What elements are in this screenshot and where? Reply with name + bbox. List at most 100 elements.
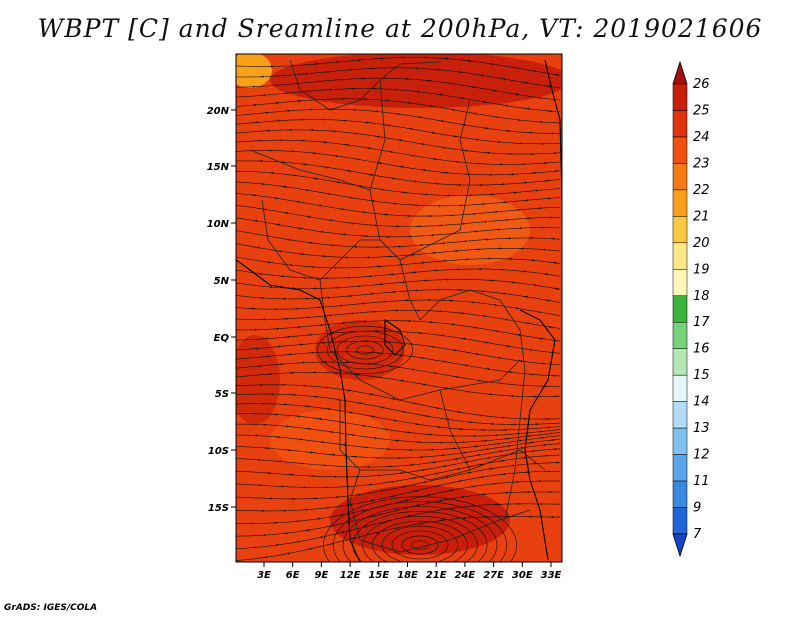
flow-arrow (284, 552, 291, 555)
flow-arrow (254, 246, 261, 249)
flow-arrow (294, 200, 301, 203)
streamline (236, 454, 561, 488)
flow-arrow (440, 360, 447, 363)
flow-arrow (524, 322, 531, 325)
flow-arrow (524, 107, 531, 110)
flow-arrow (434, 484, 441, 487)
streamlines (236, 56, 561, 562)
lon-label: 33E (541, 570, 562, 581)
streamline (236, 341, 561, 366)
flow-arrow (474, 454, 481, 457)
flow-arrow (349, 433, 356, 437)
streamline (236, 434, 561, 451)
flow-arrow (418, 142, 425, 146)
flow-arrow (372, 531, 379, 534)
flow-arrow (487, 62, 494, 65)
flow-arrow (480, 100, 487, 104)
flow-arrow (513, 93, 520, 96)
lat-label: 10N (207, 219, 230, 230)
flow-arrow (412, 489, 419, 493)
flow-arrow (306, 547, 313, 551)
flow-arrow (538, 436, 545, 439)
flow-arrow (522, 295, 529, 298)
colorbar-label: 17 (693, 315, 710, 330)
flow-arrow (371, 436, 378, 440)
flow-arrow (407, 127, 414, 131)
lat-label: 15N (207, 162, 230, 173)
flow-arrow (449, 108, 456, 111)
colorbar-swatch (672, 480, 688, 508)
map-title: WBPT [C] and Sreamline at 200hPa, VT: 20… (37, 14, 763, 43)
streamline (236, 393, 561, 425)
flow-arrow (378, 188, 385, 191)
flow-arrow (429, 345, 436, 348)
flow-arrow (385, 124, 392, 127)
colorbar-label: 21 (693, 209, 710, 224)
flow-arrow (422, 414, 429, 418)
coastline (236, 59, 562, 562)
flow-arrow (394, 112, 401, 116)
flow-arrow (376, 161, 383, 165)
colorbar-swatch (672, 401, 688, 429)
flow-arrow (345, 389, 352, 392)
streamline (236, 77, 561, 101)
flow-arrow (487, 467, 494, 470)
flow-arrow (360, 424, 367, 427)
flow-arrow (475, 379, 482, 382)
flow-arrow (295, 540, 302, 543)
country-borders (249, 59, 546, 553)
flow-arrow (327, 430, 334, 433)
flow-arrow (312, 177, 319, 180)
flow-arrow (515, 333, 522, 337)
flow-arrow (315, 517, 322, 520)
streamline (236, 57, 561, 76)
colorbar-swatch (672, 83, 688, 111)
plot-frame (235, 53, 563, 563)
flow-arrow (304, 529, 311, 532)
flow-arrow (431, 157, 438, 161)
flow-arrow (325, 407, 332, 411)
flow-arrow (305, 427, 312, 430)
colorbar-top-arrow (672, 60, 688, 85)
flow-arrow (399, 485, 406, 489)
flow-arrow (471, 326, 478, 329)
colorbar-label: 14 (693, 395, 710, 410)
latitude-axis: 20N 15N 10N 5N EQ 5S 10S 15S (207, 106, 236, 514)
flow-arrow (274, 223, 281, 226)
flow-arrow (553, 73, 560, 76)
flow-arrow (427, 104, 434, 108)
flow-arrow (381, 504, 388, 507)
lon-label: 30E (512, 570, 533, 581)
flow-arrow (389, 397, 396, 400)
flow-arrow (265, 261, 272, 264)
streamline (236, 170, 561, 196)
gyre-streamline (336, 335, 394, 365)
flow-arrow (449, 507, 456, 510)
flow-arrow (531, 69, 538, 73)
flow-arrow (318, 230, 325, 233)
flow-arrow (546, 325, 553, 329)
flow-arrow (535, 310, 542, 314)
flow-arrow (262, 556, 269, 559)
flow-arrow (471, 112, 478, 115)
flow-arrow (378, 406, 385, 409)
flow-arrow (478, 74, 485, 77)
flow-arrow (451, 349, 458, 352)
flow-arrow (491, 89, 498, 92)
colorbar-label: 26 (693, 77, 710, 92)
flow-arrow (493, 329, 500, 333)
flow-arrow (394, 526, 401, 529)
colorbar-label: 24 (693, 130, 710, 145)
flow-arrow (343, 143, 350, 146)
flow-arrow (469, 485, 476, 488)
flow-arrow (403, 499, 410, 502)
flow-arrow (317, 536, 324, 539)
lat-label: 20N (207, 106, 230, 117)
lon-label: 3E (257, 570, 271, 581)
flow-arrow (460, 337, 467, 340)
flow-arrow (409, 368, 416, 371)
flow-arrow (440, 146, 447, 149)
flow-arrow (544, 85, 551, 88)
flow-arrow (535, 96, 542, 99)
longitude-axis: 3E 6E 9E 12E 15E 18E 21E 24E 27E 30E 33E (257, 562, 562, 581)
